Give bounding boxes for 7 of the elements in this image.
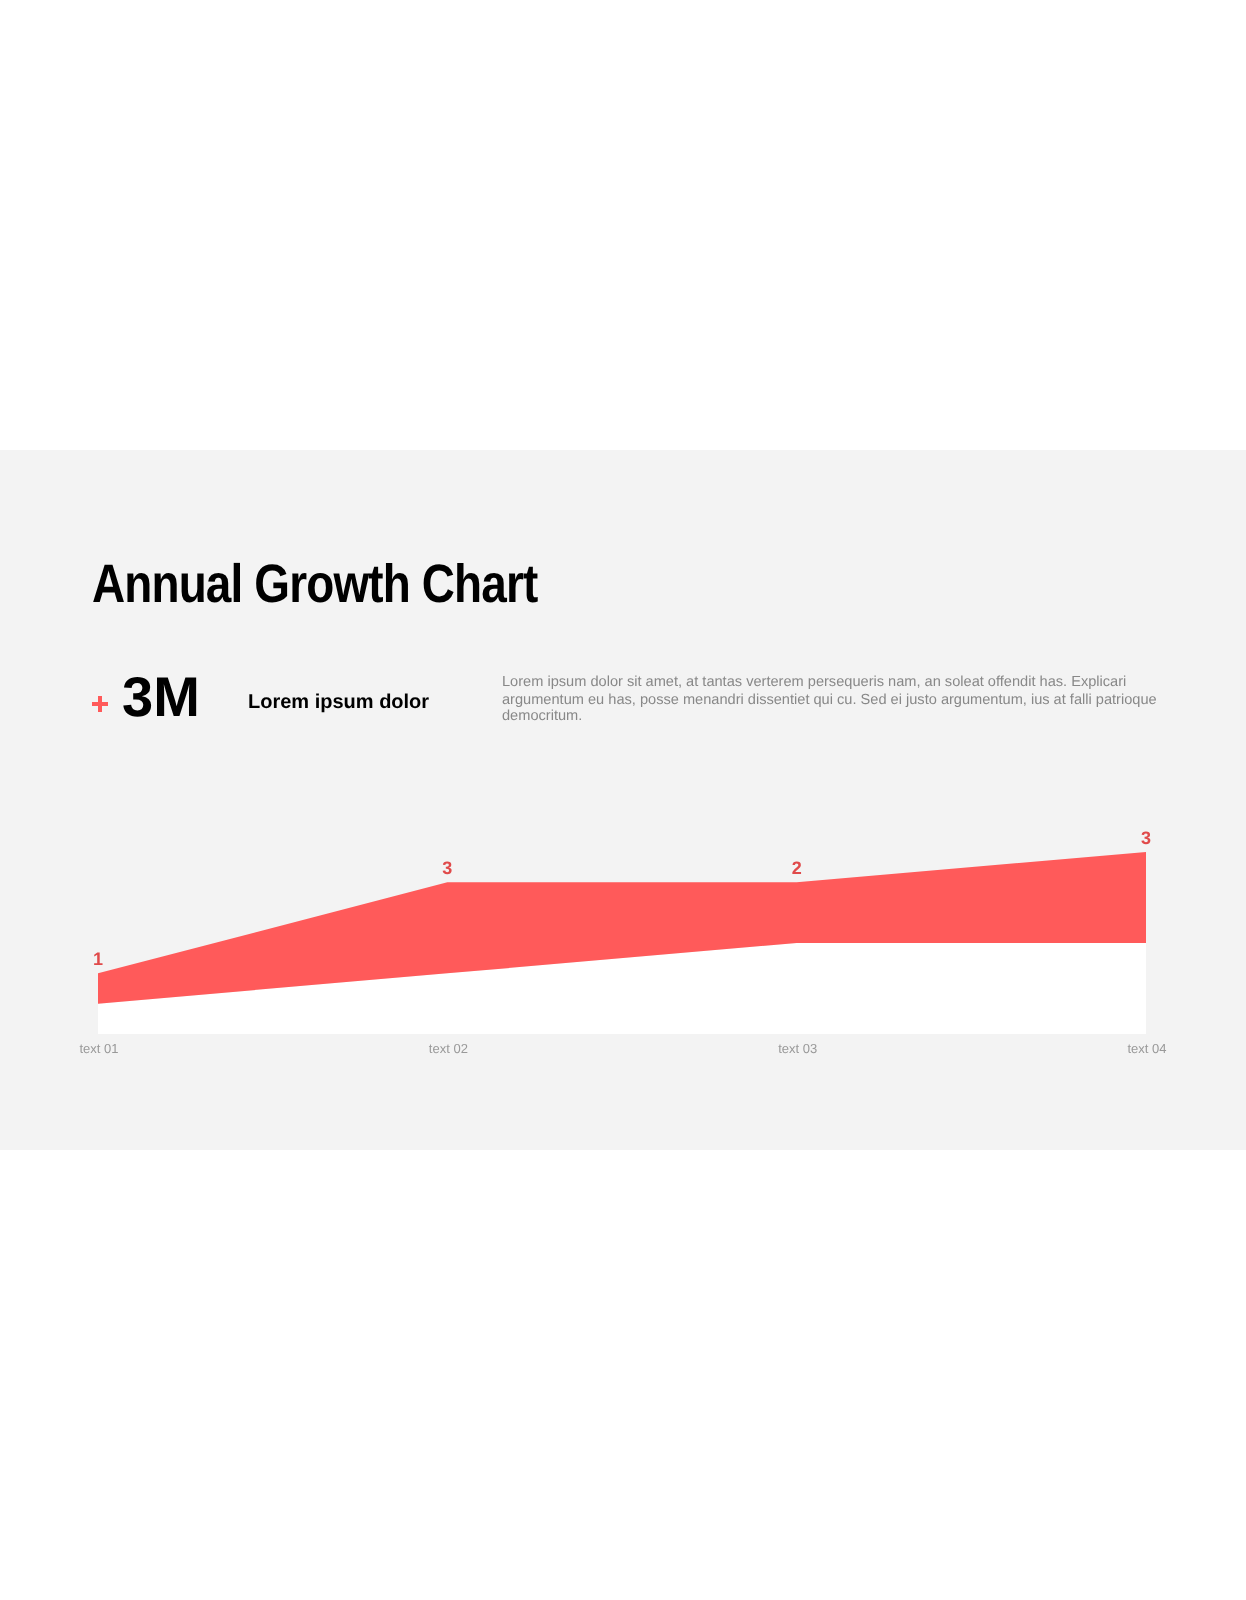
- data-label: 2: [791, 858, 802, 879]
- text: 3M: [122, 666, 200, 730]
- data-label: 1: [92, 949, 104, 970]
- data-label: 3: [1140, 828, 1152, 848]
- chart-title: Annual Growth Chart: [92, 554, 538, 616]
- data-label: 3: [442, 858, 453, 879]
- text: Lorem ipsum dolor: [248, 692, 430, 714]
